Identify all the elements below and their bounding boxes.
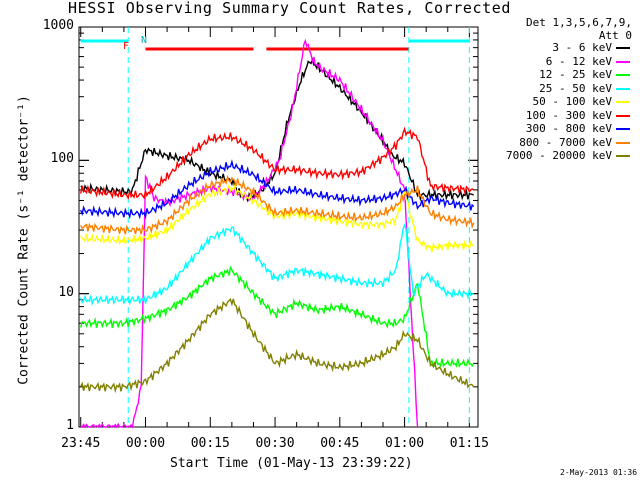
legend-entry-label: 800 - 7000 keV: [519, 135, 612, 149]
legend-entry: 6 - 12 keV: [486, 55, 630, 69]
legend-entry-label: 300 - 800 keV: [525, 122, 612, 135]
series-line-2: [80, 265, 475, 368]
series-lines: [80, 38, 475, 429]
y-tick-label: 1000: [42, 18, 74, 33]
series-line-0: [80, 57, 474, 203]
x-axis-label: Start Time (01-May-13 23:39:22): [170, 456, 413, 471]
series-line-7: [80, 174, 475, 235]
legend-entry-label: 25 - 50 keV: [539, 81, 612, 95]
legend-swatch: [616, 60, 630, 63]
legend-entry: 25 - 50 keV: [486, 82, 630, 96]
legend-swatch: [616, 74, 630, 76]
legend-entry: 12 - 25 keV: [486, 68, 630, 82]
legend-swatch: [616, 155, 630, 157]
attenuator-bars: [80, 27, 470, 427]
legend-entry-label: 3 - 6 keV: [552, 41, 612, 54]
y-axis-label: Corrected Count Rate (s⁻¹ detector⁻¹): [16, 95, 32, 385]
legend-header-line2: Att 0: [598, 29, 632, 42]
legend-entry-label: 100 - 300 keV: [525, 108, 612, 122]
x-tick-label: 00:45: [320, 436, 360, 451]
series-line-8: [80, 297, 475, 394]
flag-f-label: F: [123, 41, 130, 52]
axis-ticks: [79, 26, 478, 428]
legend-swatch: [616, 128, 630, 130]
legend-entry: 50 - 100 keV: [486, 95, 630, 109]
legend-entry-label: 50 - 100 keV: [532, 95, 612, 108]
x-tick-label: 00:00: [125, 436, 166, 451]
legend-entry: 3 - 6 keV: [486, 41, 630, 55]
legend-swatch: [616, 87, 630, 90]
x-tick-label: 23:45: [61, 436, 101, 451]
x-tick-label: 01:00: [385, 436, 425, 451]
legend-entry-label: 6 - 12 keV: [545, 54, 612, 68]
legend-entry: 7000 - 20000 keV: [486, 149, 630, 163]
legend-swatch: [616, 47, 630, 49]
legend-entry-label: 12 - 25 keV: [539, 68, 612, 81]
x-tick-label: 00:15: [190, 436, 230, 451]
x-tick-label: 00:30: [255, 436, 295, 451]
legend-header-line1: Det 1,3,5,6,7,9,: [526, 16, 632, 29]
legend-swatch: [616, 141, 630, 144]
legend-entry-label: 7000 - 20000 keV: [506, 149, 612, 162]
legend-swatch: [616, 114, 630, 117]
series-line-4: [80, 183, 474, 253]
chart-title: HESSI Observing Summary Count Rates, Cor…: [68, 0, 512, 17]
plot-frame: [78, 26, 479, 428]
timestamp: 2-May-2013 01:36: [560, 468, 638, 477]
series-line-5: [80, 126, 475, 200]
legend-swatch: [616, 101, 630, 103]
series-line-3: [80, 222, 474, 307]
legend-entry: 100 - 300 keV: [486, 109, 630, 123]
y-tick-label: 10: [58, 284, 74, 300]
x-tick-label: 01:15: [449, 436, 489, 451]
legend-entry: 300 - 800 keV: [486, 122, 630, 136]
y-tick-label: 100: [50, 151, 74, 167]
y-tick-label: 1: [66, 418, 74, 433]
flag-n-label: N: [141, 35, 148, 46]
legend-entry: 800 - 7000 keV: [486, 136, 630, 150]
series-line-1: [80, 38, 419, 429]
